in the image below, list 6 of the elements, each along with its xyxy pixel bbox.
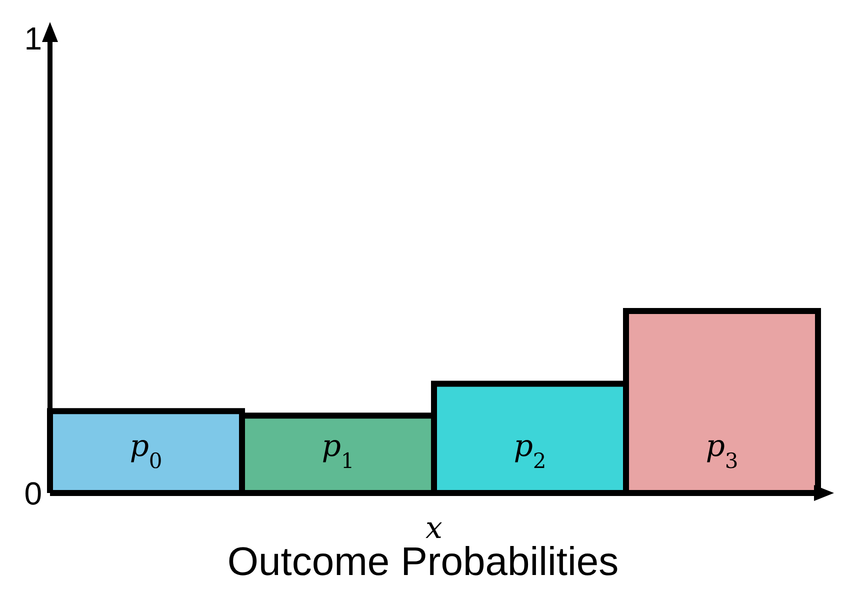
y-tick-label: 1: [24, 20, 42, 56]
x-tick-label: p$_{1}$: [322, 429, 354, 473]
x-tick-label: p$_{3}$: [706, 429, 738, 473]
y-tick-label: 0: [24, 475, 42, 512]
x-tick-label: p$_{2}$: [514, 429, 546, 473]
x-tick-label: p$_{0}$: [130, 429, 162, 473]
